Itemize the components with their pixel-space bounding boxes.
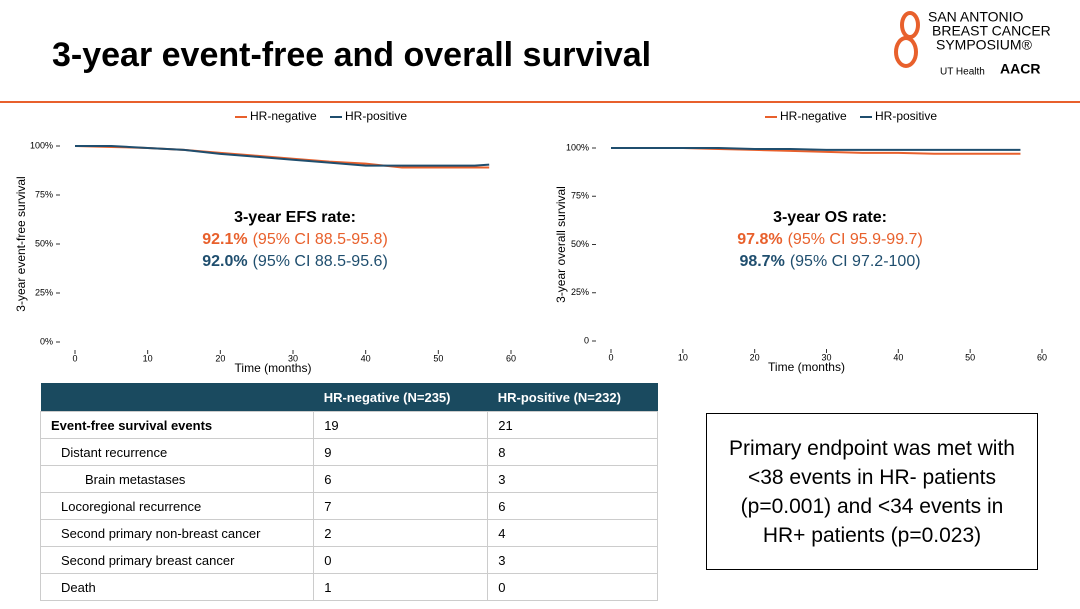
y-tick-label: 75% <box>35 189 53 199</box>
cell: 19 <box>313 411 489 439</box>
cell: 9 <box>313 438 489 466</box>
ci: (95% CI 95.9-99.7) <box>788 231 923 248</box>
row: Distant recurrence 9 8 <box>39 438 658 466</box>
annotation-heading: 3-year EFS rate: <box>234 209 356 226</box>
cell: 1 <box>313 573 489 601</box>
x-axis-label: Time (months) <box>768 360 845 374</box>
column-header: HR-positive (N=232) <box>487 383 658 412</box>
x-tick-label: 50 <box>433 353 443 363</box>
y-tick-label: 100% <box>30 140 53 150</box>
annotation-line: 92.1% (95% CI 88.5-95.8) <box>202 231 388 248</box>
cell: 0 <box>313 546 489 574</box>
cell: 6 <box>313 465 489 493</box>
row: Locoregional recurrence 7 6 <box>39 492 658 520</box>
x-tick-label: 30 <box>288 353 298 363</box>
x-tick-label: 0 <box>72 353 77 363</box>
logo-text: BREAST CANCER <box>932 23 1051 39</box>
x-tick-label: 40 <box>893 352 903 362</box>
cell: 3 <box>487 546 658 574</box>
note: Primary endpoint was met with <38 events… <box>706 413 1038 570</box>
logo-text: SYMPOSIUM® <box>936 37 1033 53</box>
logo-icon <box>894 36 918 68</box>
x-tick-label: 60 <box>506 353 516 363</box>
ci: (95% CI 97.2-100) <box>790 253 921 270</box>
column-header <box>40 383 314 412</box>
survival-curve <box>75 145 490 167</box>
annotation-line: 92.0% (95% CI 88.5-95.6) <box>202 253 388 270</box>
partner: UT Health <box>940 67 985 78</box>
cell: 3 <box>487 465 658 493</box>
cell: Second primary breast cancer <box>39 546 315 574</box>
y-tick-label: 25% <box>571 287 589 297</box>
x-tick-label: 50 <box>965 352 975 362</box>
logo-text: SAN ANTONIO <box>928 9 1024 25</box>
x-tick-label: 40 <box>361 353 371 363</box>
cell: 6 <box>487 492 658 520</box>
events-table: HR-negative (N=235) HR-positive (N=232) Ev… <box>39 383 658 601</box>
row: Brain metastases 6 3 <box>39 465 658 493</box>
cell: Brain metastases <box>39 465 315 493</box>
y-tick-label: 25% <box>35 287 53 297</box>
x-tick-label: 10 <box>143 353 153 363</box>
x-tick-label: 0 <box>608 352 613 362</box>
rate: 92.0% <box>202 253 247 270</box>
cell: 21 <box>487 411 658 439</box>
x-tick-label: 10 <box>678 352 688 362</box>
row: Death 1 0 <box>39 573 658 601</box>
x-axis-label: Time (months) <box>235 361 312 375</box>
rate: 97.8% <box>737 231 782 248</box>
cell: Event-free survival events <box>39 411 315 439</box>
y-axis-label: 3-year overall survival <box>554 186 568 303</box>
cell: 0 <box>487 573 658 601</box>
cell: 4 <box>487 519 658 547</box>
row: Second primary non-breast cancer 2 4 <box>39 519 658 547</box>
survival-curve <box>611 147 1021 151</box>
cell: 8 <box>487 438 658 466</box>
x-tick-label: 20 <box>215 353 225 363</box>
logo-icon <box>900 11 920 39</box>
x-tick-label: 20 <box>750 352 760 362</box>
annotation-line: 98.7% (95% CI 97.2-100) <box>739 253 920 270</box>
survival-curve <box>74 145 490 169</box>
cell: Second primary non-breast cancer <box>39 519 315 547</box>
y-tick-label: 50% <box>571 239 589 249</box>
rate: 92.1% <box>202 231 247 248</box>
slide-title: 3-year event-free and overall survival <box>52 36 651 74</box>
cell: Distant recurrence <box>39 438 315 466</box>
row: Event-free survival events 19 21 <box>39 411 658 439</box>
y-tick-label: 50% <box>35 238 53 248</box>
legend-label: HR-positive <box>875 109 937 123</box>
legend-label: HR-positive <box>345 109 407 123</box>
annotation-heading: 3-year OS rate: <box>773 209 887 226</box>
ci: (95% CI 88.5-95.8) <box>253 231 388 248</box>
x-tick-label: 60 <box>1037 352 1047 362</box>
cell: Locoregional recurrence <box>39 492 315 520</box>
cell: 2 <box>313 519 489 547</box>
y-tick-label: 0% <box>40 336 53 346</box>
y-tick-label: 75% <box>571 191 589 201</box>
legend-label: HR-negative <box>780 109 847 123</box>
column-header: HR-negative (N=235) <box>313 383 488 412</box>
legend-label: HR-negative <box>250 109 317 123</box>
cell: Death <box>39 573 315 601</box>
x-tick-label: 30 <box>821 352 831 362</box>
cell: 7 <box>313 492 489 520</box>
y-tick-label: 100% <box>566 142 589 152</box>
y-axis-label: 3-year event-free survival <box>14 176 28 311</box>
partner: AACR <box>1000 61 1040 77</box>
annotation-line: 97.8% (95% CI 95.9-99.7) <box>737 231 923 248</box>
ci: (95% CI 88.5-95.6) <box>253 253 388 270</box>
y-tick-label: 0 <box>584 335 589 345</box>
rate: 98.7% <box>739 253 784 270</box>
row: Second primary breast cancer 0 3 <box>39 546 658 574</box>
